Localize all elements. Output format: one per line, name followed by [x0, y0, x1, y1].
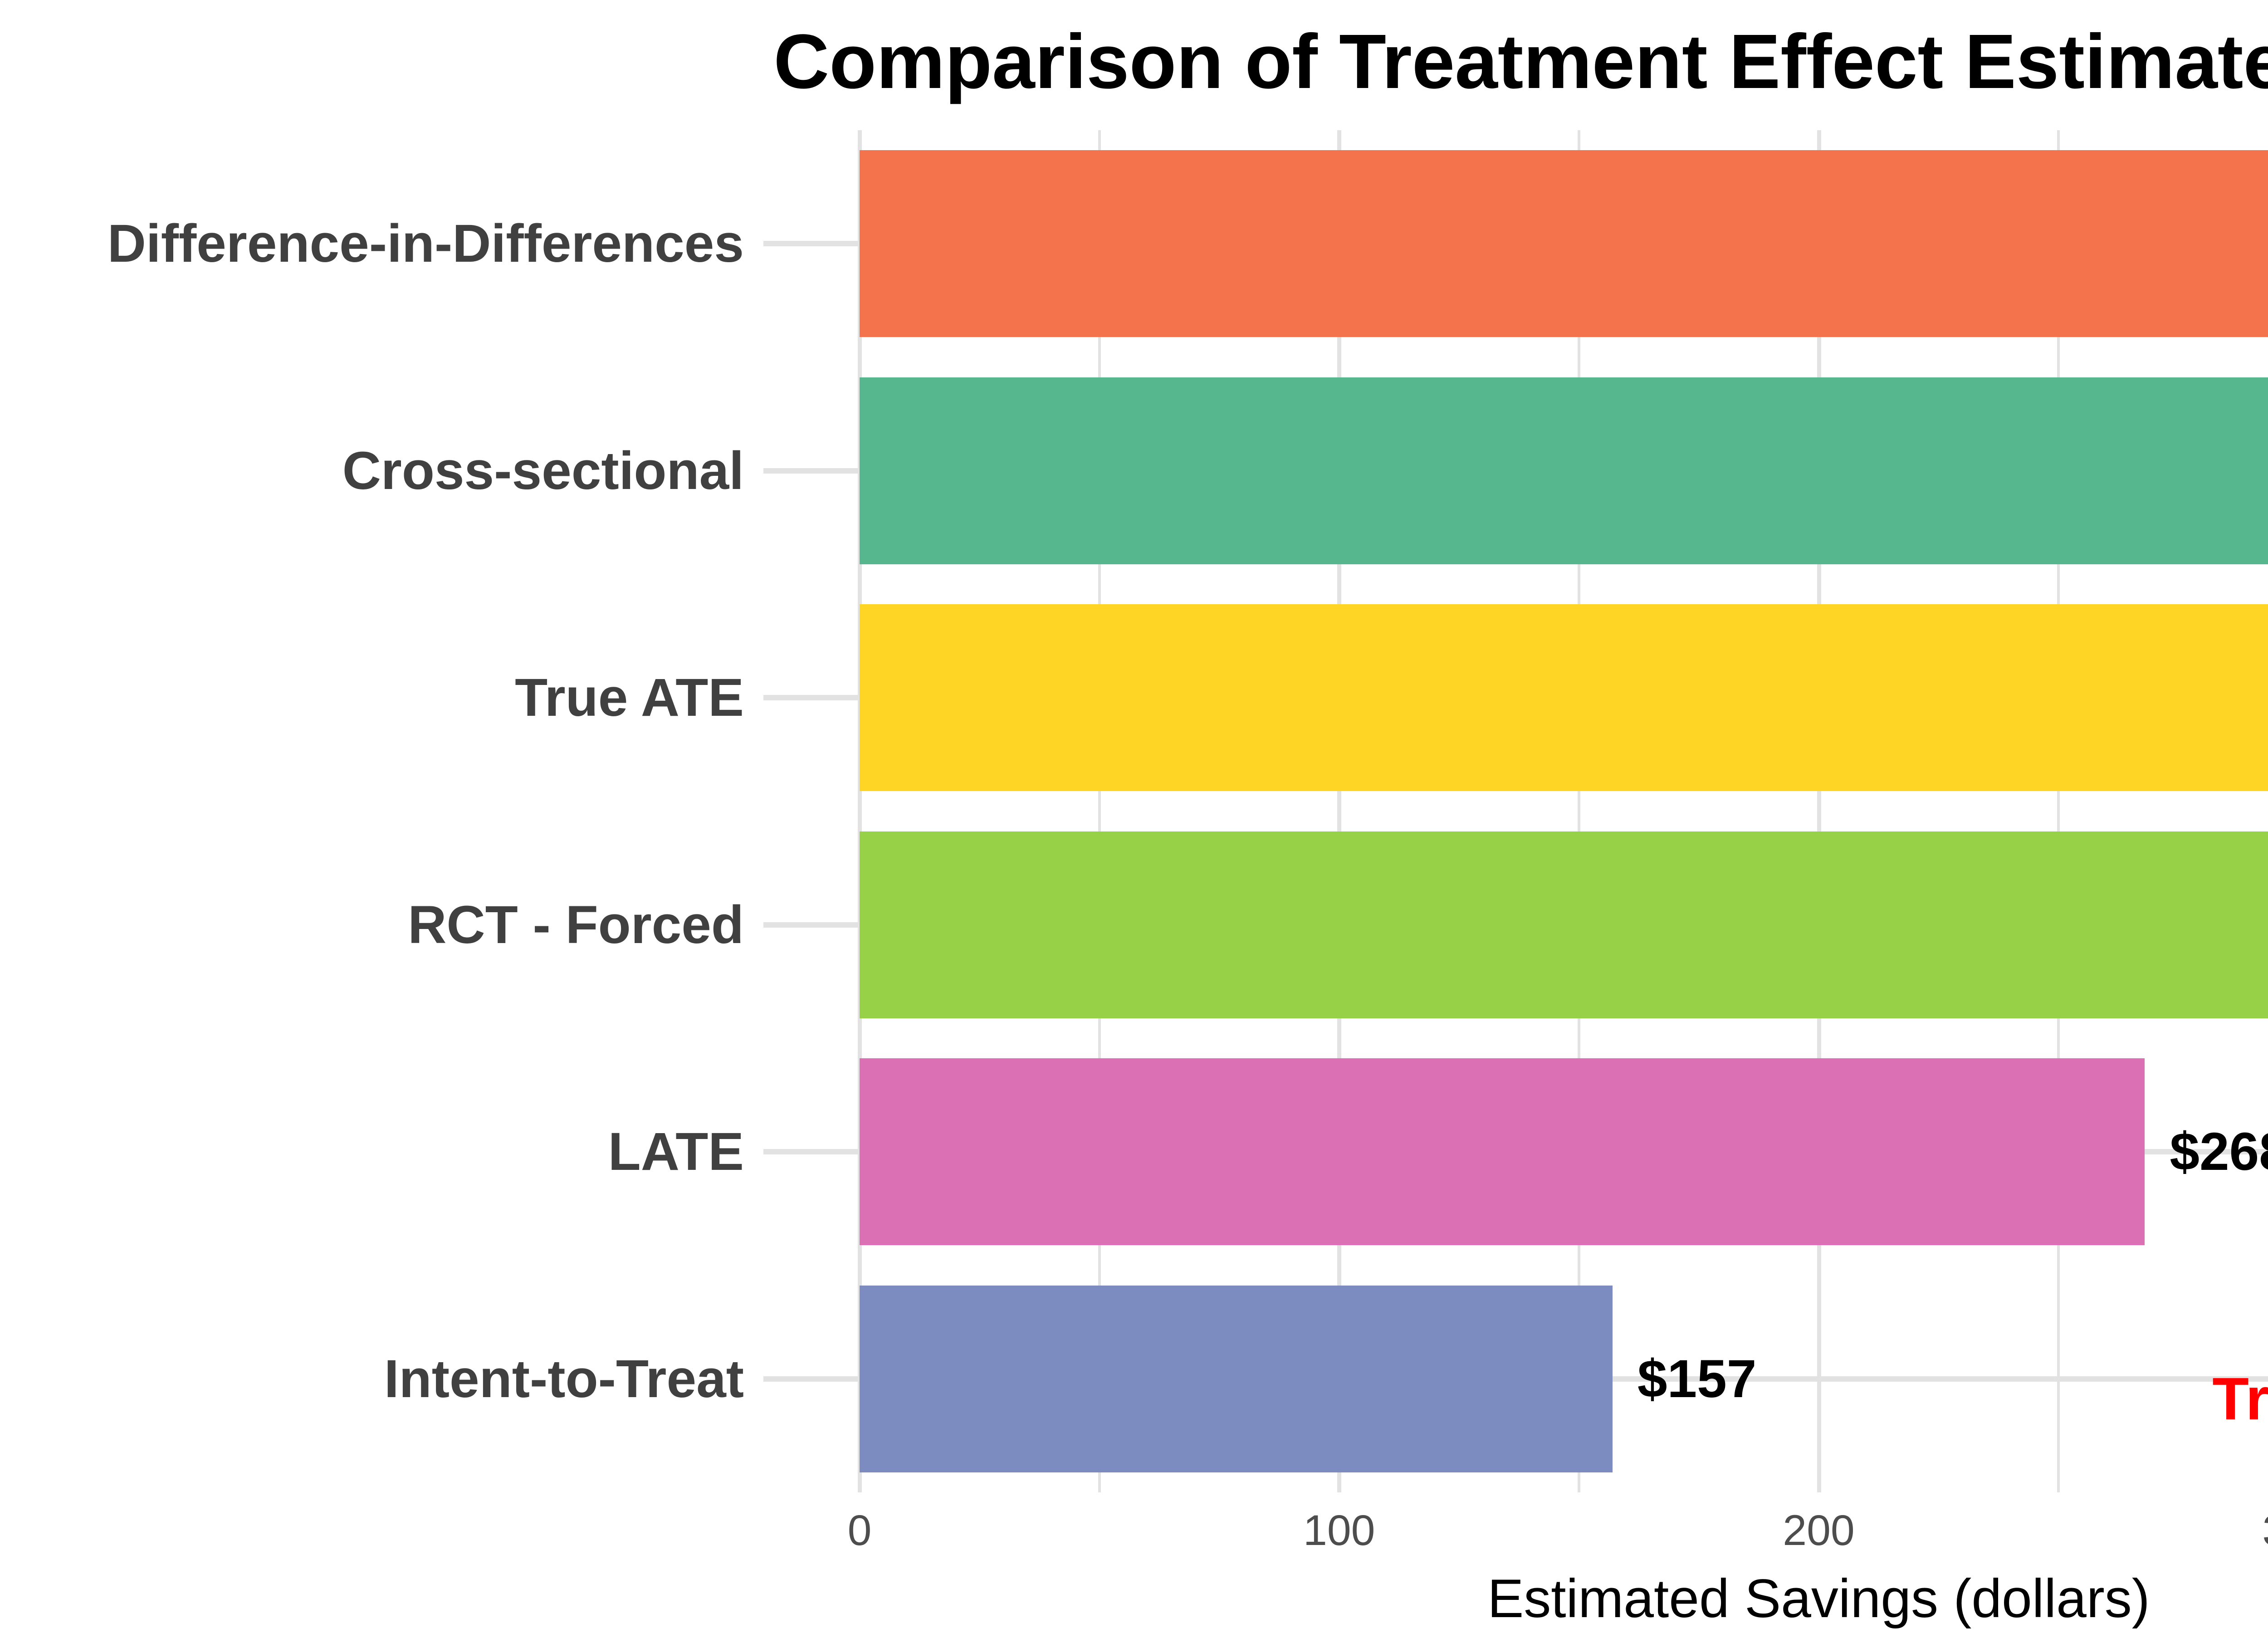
gridline-v-minor — [1098, 130, 1101, 1492]
bar — [860, 831, 2268, 1018]
x-tick-label: 300 — [2208, 1506, 2268, 1555]
bar — [860, 1058, 2145, 1246]
gridline-v-minor — [1577, 130, 1580, 1492]
x-tick-label: 0 — [847, 1506, 872, 1555]
bar — [860, 377, 2268, 564]
gridline-v-minor — [2057, 130, 2060, 1492]
gridline-v-major — [1337, 130, 1342, 1492]
category-label: RCT - Forced — [408, 895, 744, 955]
bar-value-label: $157 — [1637, 1349, 1757, 1409]
category-label: Cross-sectional — [342, 440, 744, 501]
reference-annotation: True ATE = $ 302 — [2212, 1365, 2268, 1432]
category-label: LATE — [608, 1122, 744, 1182]
bar — [860, 604, 2268, 792]
gridline-v-major — [1817, 130, 1821, 1492]
category-label: True ATE — [515, 668, 744, 728]
chart-title: Comparison of Treatment Effect Estimates — [773, 19, 2268, 105]
x-tick-label: 100 — [1303, 1506, 1375, 1555]
category-label: Intent-to-Treat — [384, 1349, 744, 1409]
bar — [860, 1285, 1613, 1472]
x-axis-title: Estimated Savings (dollars) — [1487, 1568, 2150, 1629]
x-tick-label: 200 — [1783, 1506, 1855, 1555]
bar-value-label: $268 — [2170, 1122, 2268, 1182]
bar — [860, 150, 2268, 337]
gridline-v-major — [858, 130, 862, 1492]
category-label: Difference-in-Differences — [107, 214, 744, 274]
